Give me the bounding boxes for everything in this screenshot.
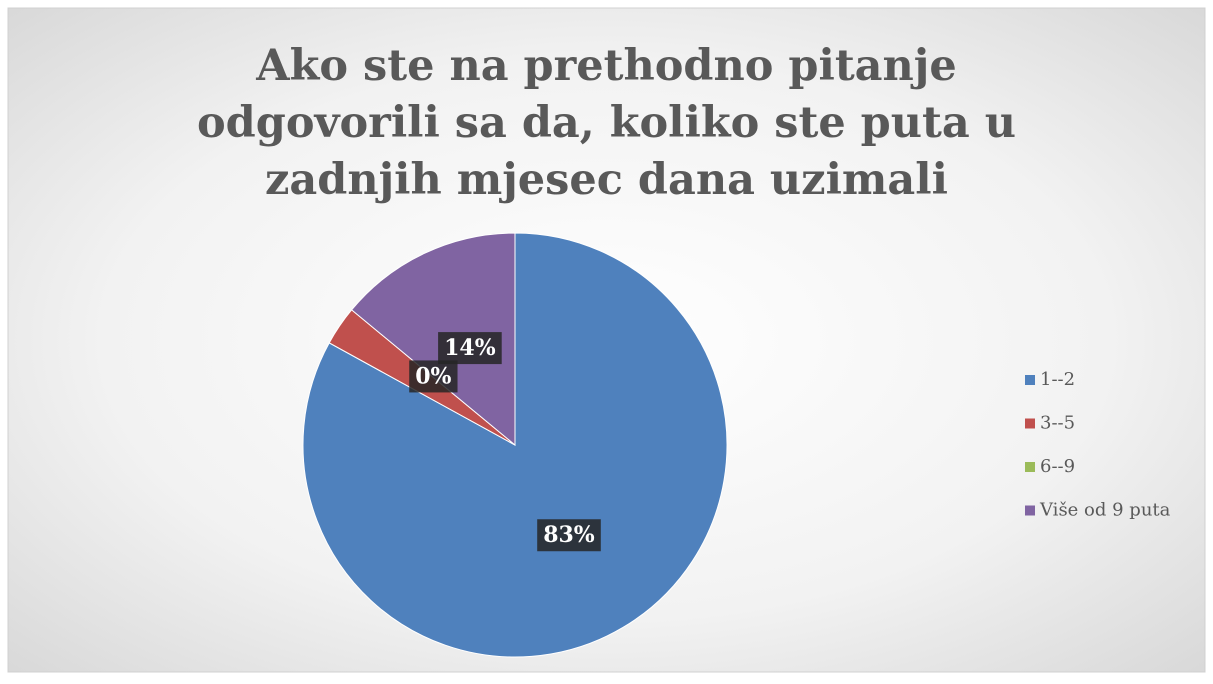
data-label: 14% — [438, 332, 502, 365]
legend-swatch — [1025, 462, 1035, 472]
data-label-text: 83% — [543, 522, 595, 548]
legend-swatch — [1025, 418, 1035, 429]
chart-title: Ako ste na prethodno pitanje odgovorili … — [197, 41, 1016, 218]
legend-label: 3--5 — [1040, 413, 1075, 434]
data-label-box — [537, 519, 601, 552]
pie-slice — [302, 232, 728, 658]
title-box: Ako ste na prethodno pitanje odgovorili … — [197, 41, 1016, 218]
data-label: 0% — [409, 360, 458, 393]
data-label-box — [438, 332, 502, 365]
legend-label: 1--2 — [1040, 369, 1075, 390]
data-label-text: 14% — [444, 335, 496, 361]
pie-slice — [350, 232, 516, 447]
legend-swatch — [1025, 505, 1035, 516]
data-label-text: 0% — [415, 363, 451, 389]
legend-label: 6--9 — [1040, 456, 1075, 477]
data-label-box — [409, 360, 458, 393]
legend-label: Više od 9 puta — [1039, 500, 1171, 521]
data-label: 83% — [537, 519, 601, 552]
legend-swatch — [1025, 375, 1035, 385]
